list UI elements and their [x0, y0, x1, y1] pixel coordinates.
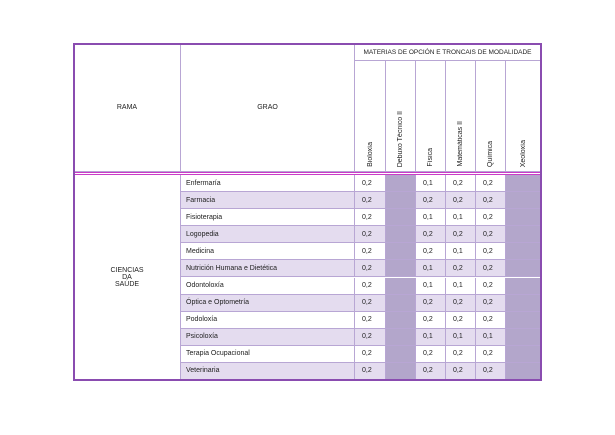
value-cell: 0,2: [446, 345, 476, 363]
rama: CIENCIAS DA SAÚDE: [74, 175, 181, 380]
empty-cell: [506, 345, 541, 363]
rama-line: SAÚDE: [114, 280, 140, 288]
value-cell: 0,2: [446, 294, 476, 312]
grao: Podoloxía: [181, 311, 355, 329]
value-cell: 0,1: [416, 175, 446, 193]
value-cell: 0,2: [476, 260, 506, 278]
empty-cell: [386, 192, 416, 210]
title: MATERIAS DE OPCIÓN E TRONCAIS DE MODALID…: [355, 44, 541, 61]
grao: Óptica e Optometría: [181, 294, 355, 312]
empty-cell: [506, 175, 541, 193]
rama-line: DA: [122, 273, 132, 281]
empty-cell: [386, 311, 416, 329]
value-cell: 0,1: [416, 209, 446, 227]
value-cell: 0,2: [476, 311, 506, 329]
value-cell: 0,2: [355, 192, 386, 210]
value-cell: 0,2: [476, 192, 506, 210]
empty-cell: [506, 260, 541, 278]
value-cell: 0,2: [355, 226, 386, 244]
value-cell: 0,2: [355, 311, 386, 329]
subject-header: Física: [416, 61, 446, 172]
value-cell: 0,1: [446, 328, 476, 346]
value-cell: 0,2: [416, 311, 446, 329]
empty-cell: [506, 226, 541, 244]
separator: [74, 172, 541, 175]
value-cell: 0,2: [416, 294, 446, 312]
value-cell: 0,2: [355, 260, 386, 278]
empty-cell: [386, 260, 416, 278]
value-cell: 0,2: [446, 260, 476, 278]
empty-cell: [506, 294, 541, 312]
empty-cell: [506, 311, 541, 329]
empty-cell: [506, 277, 541, 295]
empty-cell: [506, 209, 541, 227]
empty-cell: [386, 362, 416, 380]
value-cell: 0,2: [355, 362, 386, 380]
grao: Veterinaria: [181, 362, 355, 380]
subject-header: Debuxo Técnico II: [386, 61, 416, 172]
value-cell: 0,2: [476, 175, 506, 193]
empty-cell: [386, 243, 416, 261]
grao: Terapia Ocupacional: [181, 345, 355, 363]
subject-header: Matemáticas II: [446, 61, 476, 172]
grao: Psicoloxía: [181, 328, 355, 346]
grao-header: GRAO: [181, 44, 355, 172]
value-cell: 0,2: [476, 277, 506, 295]
value-cell: 0,2: [446, 192, 476, 210]
value-cell: 0,2: [446, 311, 476, 329]
empty-cell: [386, 294, 416, 312]
grao: Enfermaría: [181, 175, 355, 193]
empty-cell: [386, 226, 416, 244]
value-cell: 0,2: [355, 209, 386, 227]
value-cell: 0,2: [446, 175, 476, 193]
value-cell: 0,2: [446, 226, 476, 244]
value-cell: 0,1: [416, 328, 446, 346]
value-cell: 0,2: [416, 226, 446, 244]
grao: Medicina: [181, 243, 355, 261]
empty-cell: [506, 362, 541, 380]
subject-header: Química: [476, 61, 506, 172]
value-cell: 0,2: [355, 243, 386, 261]
value-cell: 0,1: [446, 277, 476, 295]
value-cell: 0,1: [476, 328, 506, 346]
value-cell: 0,2: [476, 209, 506, 227]
empty-cell: [386, 345, 416, 363]
value-cell: 0,2: [476, 345, 506, 363]
value-cell: 0,1: [446, 209, 476, 227]
rama-line: CIENCIAS: [110, 266, 144, 274]
value-cell: 0,2: [355, 294, 386, 312]
empty-cell: [386, 328, 416, 346]
empty-cell: [386, 209, 416, 227]
value-cell: 0,2: [476, 294, 506, 312]
value-cell: 0,2: [416, 243, 446, 261]
empty-cell: [506, 192, 541, 210]
value-cell: 0,1: [416, 260, 446, 278]
value-cell: 0,2: [355, 345, 386, 363]
grao: Fisioterapia: [181, 209, 355, 227]
grao: Logopedia: [181, 226, 355, 244]
empty-cell: [506, 243, 541, 261]
value-cell: 0,2: [355, 175, 386, 193]
grao: Odontoloxía: [181, 277, 355, 295]
value-cell: 0,2: [476, 243, 506, 261]
rama-header: RAMA: [74, 44, 181, 172]
value-cell: 0,2: [355, 328, 386, 346]
value-cell: 0,2: [416, 362, 446, 380]
empty-cell: [386, 175, 416, 193]
value-cell: 0,2: [446, 362, 476, 380]
value-cell: 0,2: [416, 345, 446, 363]
grao: Farmacia: [181, 192, 355, 210]
value-cell: 0,1: [446, 243, 476, 261]
value-cell: 0,2: [476, 226, 506, 244]
value-cell: 0,1: [416, 277, 446, 295]
empty-cell: [506, 328, 541, 346]
grao: Nutrición Humana e Dietética: [181, 260, 355, 278]
value-cell: 0,2: [416, 192, 446, 210]
value-cell: 0,2: [476, 362, 506, 380]
subject-header: Bioloxía: [355, 61, 386, 172]
value-cell: 0,2: [355, 277, 386, 295]
empty-cell: [386, 277, 416, 295]
subject-header: Xeoloxía: [506, 61, 541, 172]
